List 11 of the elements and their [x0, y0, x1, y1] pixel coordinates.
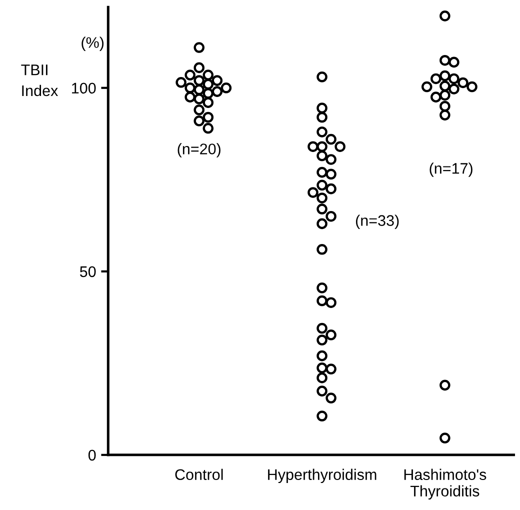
- annotation: (n=33): [356, 214, 399, 229]
- annotation: (n=20): [178, 143, 220, 158]
- y-axis-title: TBII Index: [21, 64, 58, 96]
- x-tick-label: Hyperthyroidism: [268, 468, 376, 484]
- text: (%): [82, 36, 104, 51]
- annotation: (n=17): [430, 162, 472, 177]
- x-tick-label: Control: [175, 468, 223, 480]
- x-tick-label: Hashimoto's Thyroiditis: [404, 468, 486, 500]
- y-tick-label: 50: [80, 266, 96, 278]
- y-tick-label: 0: [88, 450, 96, 461]
- y-tick-label: 100: [72, 82, 96, 94]
